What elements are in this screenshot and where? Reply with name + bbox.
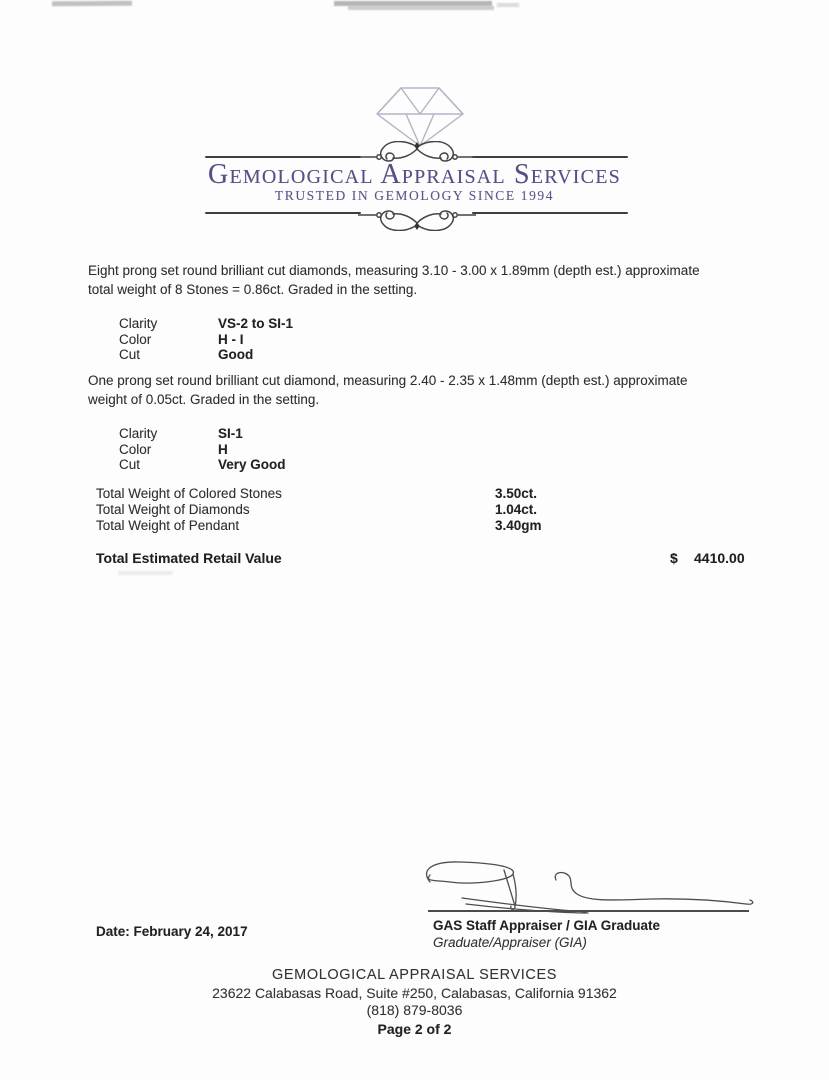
grade-row: Clarity SI-1 (119, 426, 286, 442)
grade-value: SI-1 (218, 426, 243, 441)
scan-artifact (118, 571, 173, 575)
brand-tagline: TRUSTED IN GEMOLOGY SINCE 1994 (274, 188, 555, 203)
scroll-flourish-icon (358, 141, 476, 162)
footer-phone: (818) 879-8036 (366, 1002, 463, 1018)
grade-label: Cut (119, 347, 141, 363)
retail-currency-symbol: $ (670, 550, 678, 566)
divider-rule (205, 212, 361, 215)
retail-value-label: Total Estimated Retail Value (96, 550, 282, 566)
handwritten-signature (425, 861, 754, 914)
scan-artifact (348, 6, 494, 10)
totals-table: Total Weight of Colored Stones 3.50ct. T… (96, 486, 542, 533)
grade-table-2: Clarity SI-1 Color H Cut Very Good (119, 426, 286, 473)
divider-rule (472, 212, 628, 215)
diamond-outline-icon (376, 87, 464, 147)
totals-label: Total Weight of Diamonds (96, 501, 250, 517)
grade-value: VS-2 to SI-1 (218, 316, 294, 331)
totals-label: Total Weight of Colored Stones (96, 486, 282, 501)
totals-row: Total Weight of Pendant 3.40gm (96, 518, 542, 534)
description-line: total weight of 8 Stones = 0.86ct. Grade… (88, 281, 418, 297)
footer-address: 23622 Calabasas Road, Suite #250, Calaba… (212, 985, 617, 1001)
grade-label: Color (119, 331, 152, 347)
totals-value: 3.50ct. (495, 486, 538, 501)
scan-artifact (497, 3, 519, 7)
grade-value: H (218, 441, 228, 457)
grade-label: Cut (119, 457, 141, 473)
totals-row: Total Weight of Colored Stones 3.50ct. (96, 486, 542, 502)
grade-table-1: Clarity VS-2 to SI-1 Color H - I Cut Goo… (119, 316, 293, 363)
grade-label: Color (119, 441, 152, 457)
brand-name: Gemological Appraisal Services (208, 159, 621, 190)
grade-value: Very Good (218, 457, 286, 473)
stone-description-2: One prong set round brilliant cut diamon… (88, 372, 720, 409)
signature-line (428, 910, 749, 913)
description-line: Eight prong set round brilliant cut diam… (88, 263, 700, 278)
retail-value-amount: 4410.00 (694, 550, 745, 566)
grade-label: Clarity (119, 316, 158, 331)
grade-value: H - I (218, 331, 244, 347)
appraiser-title: GAS Staff Appraiser / GIA Graduate (433, 918, 661, 933)
stone-description-1: Eight prong set round brilliant cut diam… (88, 262, 720, 299)
divider-rule (205, 156, 361, 159)
appraiser-subtitle: Graduate/Appraiser (GIA) (433, 935, 587, 950)
totals-label: Total Weight of Pendant (96, 517, 240, 533)
grade-label: Clarity (119, 426, 158, 441)
grade-row: Cut Very Good (119, 457, 286, 473)
scan-artifact (51, 0, 133, 7)
grade-row: Color H - I (119, 332, 293, 348)
footer-company-name: GEMOLOGICAL APPRAISAL SERVICES (271, 967, 557, 983)
grade-value: Good (218, 347, 254, 363)
grade-row: Cut Good (119, 347, 293, 363)
grade-row: Color H (119, 442, 286, 458)
page-number: Page 2 of 2 (377, 1021, 452, 1037)
description-line: One prong set round brilliant cut diamon… (88, 373, 688, 388)
scroll-flourish-icon (358, 210, 476, 231)
scan-artifact (334, 1, 492, 6)
divider-rule (472, 156, 628, 159)
totals-value: 3.40gm (495, 517, 542, 533)
description-line: weight of 0.05ct. Graded in the setting. (88, 391, 320, 407)
totals-value: 1.04ct. (495, 501, 538, 517)
grade-row: Clarity VS-2 to SI-1 (119, 316, 293, 332)
totals-row: Total Weight of Diamonds 1.04ct. (96, 502, 542, 518)
appraisal-date: Date: February 24, 2017 (96, 924, 248, 939)
